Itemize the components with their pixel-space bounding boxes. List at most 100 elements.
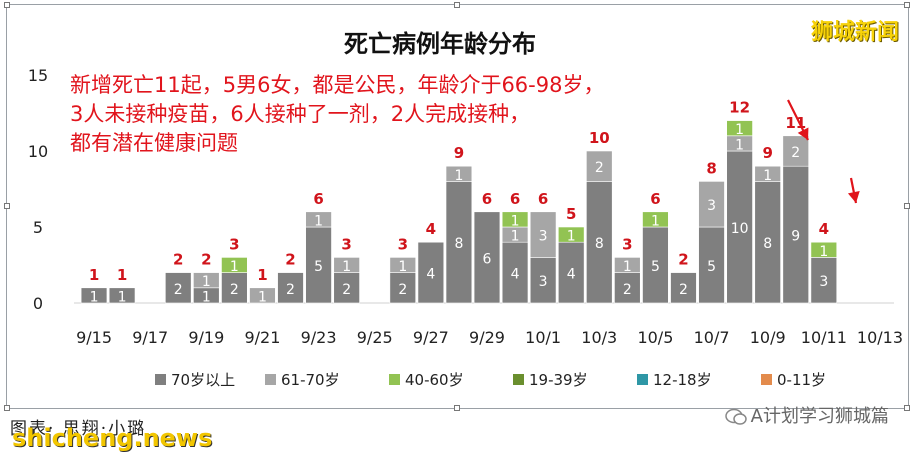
total-label: 3 xyxy=(341,235,351,253)
bar-segment xyxy=(473,211,501,304)
segment-label: 1 xyxy=(623,259,632,275)
x-tick-label: 10/5 xyxy=(637,328,673,347)
bar-segment xyxy=(165,272,192,304)
total-label: 10 xyxy=(589,129,610,147)
y-tick-label: 15 xyxy=(28,66,48,85)
legend-swatch xyxy=(761,374,772,385)
total-label: 4 xyxy=(426,220,436,238)
segment-label: 4 xyxy=(426,267,435,283)
segment-label: 2 xyxy=(791,145,800,161)
segment-label: 1 xyxy=(90,289,99,305)
bar-segment xyxy=(221,257,248,273)
legend-label: 0-11岁 xyxy=(777,371,826,389)
legend-label: 19-39岁 xyxy=(529,371,588,389)
resize-handle[interactable] xyxy=(904,2,910,8)
legend-label: 12-18岁 xyxy=(653,371,712,389)
segment-label: 2 xyxy=(230,282,239,298)
resize-handle[interactable] xyxy=(904,203,910,209)
total-label: 3 xyxy=(622,235,632,253)
x-tick-label: 10/9 xyxy=(750,328,786,347)
bar-segment xyxy=(305,226,332,304)
total-label: 6 xyxy=(510,190,520,208)
bar-segment xyxy=(614,272,641,304)
total-label: 12 xyxy=(729,99,750,117)
bar-segment xyxy=(417,241,445,304)
segment-label: 2 xyxy=(623,282,632,298)
resize-handle[interactable] xyxy=(454,2,460,8)
segment-label: 2 xyxy=(342,282,351,298)
arrow-head xyxy=(847,191,860,203)
bar-segment xyxy=(445,165,473,182)
x-tick-label: 10/1 xyxy=(525,328,561,347)
segment-label: 1 xyxy=(511,213,520,229)
x-tick-label: 9/17 xyxy=(132,328,168,347)
x-tick-label: 9/29 xyxy=(469,328,505,347)
total-label: 9 xyxy=(762,144,772,162)
segment-label: 1 xyxy=(567,229,576,245)
segment-label: 1 xyxy=(202,274,211,290)
total-label: 4 xyxy=(819,220,829,238)
x-tick-label: 9/19 xyxy=(188,328,224,347)
legend-swatch xyxy=(513,374,524,385)
y-tick-label: 0 xyxy=(33,294,43,313)
total-label: 3 xyxy=(229,235,239,253)
bar-segment xyxy=(782,135,809,167)
segment-label: 10 xyxy=(731,221,749,237)
legend-label: 70岁以上 xyxy=(171,371,235,389)
segment-label: 3 xyxy=(819,274,828,290)
bar-segment xyxy=(193,272,220,289)
account-name: A计划学习狮城篇 xyxy=(750,406,889,427)
segment-label: 8 xyxy=(454,236,463,252)
resize-handle[interactable] xyxy=(904,405,910,411)
bar-segment xyxy=(754,181,781,304)
resize-handle[interactable] xyxy=(4,203,10,209)
bar-segment xyxy=(108,287,136,304)
x-tick-label: 10/11 xyxy=(801,328,847,347)
segment-label: 2 xyxy=(595,160,604,176)
total-label: 2 xyxy=(285,251,295,269)
x-tick-label: 9/27 xyxy=(413,328,449,347)
segment-label: 1 xyxy=(258,289,267,305)
resize-handle[interactable] xyxy=(454,405,460,411)
x-tick-label: 10/13 xyxy=(857,328,903,347)
bar-segment xyxy=(670,272,697,304)
x-tick-label: 10/3 xyxy=(581,328,617,347)
account-label: A计划学习狮城篇 xyxy=(724,402,889,428)
segment-label: 2 xyxy=(174,282,183,298)
bar-segment xyxy=(305,211,332,228)
bar-segment xyxy=(557,226,585,243)
segment-label: 4 xyxy=(511,267,520,283)
bar-segment xyxy=(698,181,725,228)
segment-label: 1 xyxy=(118,289,127,305)
x-tick-label: 9/21 xyxy=(244,328,280,347)
legend-swatch xyxy=(637,374,648,385)
segment-label: 5 xyxy=(314,259,323,275)
bar-segment xyxy=(80,287,108,304)
total-label: 1 xyxy=(257,266,267,284)
resize-handle[interactable] xyxy=(4,2,10,8)
bar-segment xyxy=(333,257,360,273)
y-tick-label: 5 xyxy=(33,218,43,237)
total-label: 6 xyxy=(650,190,660,208)
bar-segment xyxy=(586,150,613,182)
annotation-line: 都有潜在健康问题 xyxy=(70,131,238,155)
wechat-icon xyxy=(724,408,747,425)
segment-label: 2 xyxy=(286,282,295,298)
resize-handle[interactable] xyxy=(4,405,10,411)
segment-label: 1 xyxy=(342,259,351,275)
x-tick-label: 9/15 xyxy=(76,328,112,347)
segment-label: 8 xyxy=(595,236,604,252)
segment-label: 2 xyxy=(679,282,688,298)
segment-label: 8 xyxy=(763,236,772,252)
legend-swatch xyxy=(265,374,276,385)
bar-segment xyxy=(277,272,304,304)
annotation-line: 3人未接种疫苗，6人接种了一剂，2人完成接种， xyxy=(70,102,531,126)
total-label: 9 xyxy=(454,144,464,162)
x-tick-label: 9/23 xyxy=(301,328,337,347)
segment-label: 3 xyxy=(539,229,548,245)
bar-segment xyxy=(726,150,753,304)
arrow-head xyxy=(797,127,809,140)
bar-segment xyxy=(249,287,276,304)
bar-segment xyxy=(529,211,557,258)
bar-segment xyxy=(445,181,473,304)
